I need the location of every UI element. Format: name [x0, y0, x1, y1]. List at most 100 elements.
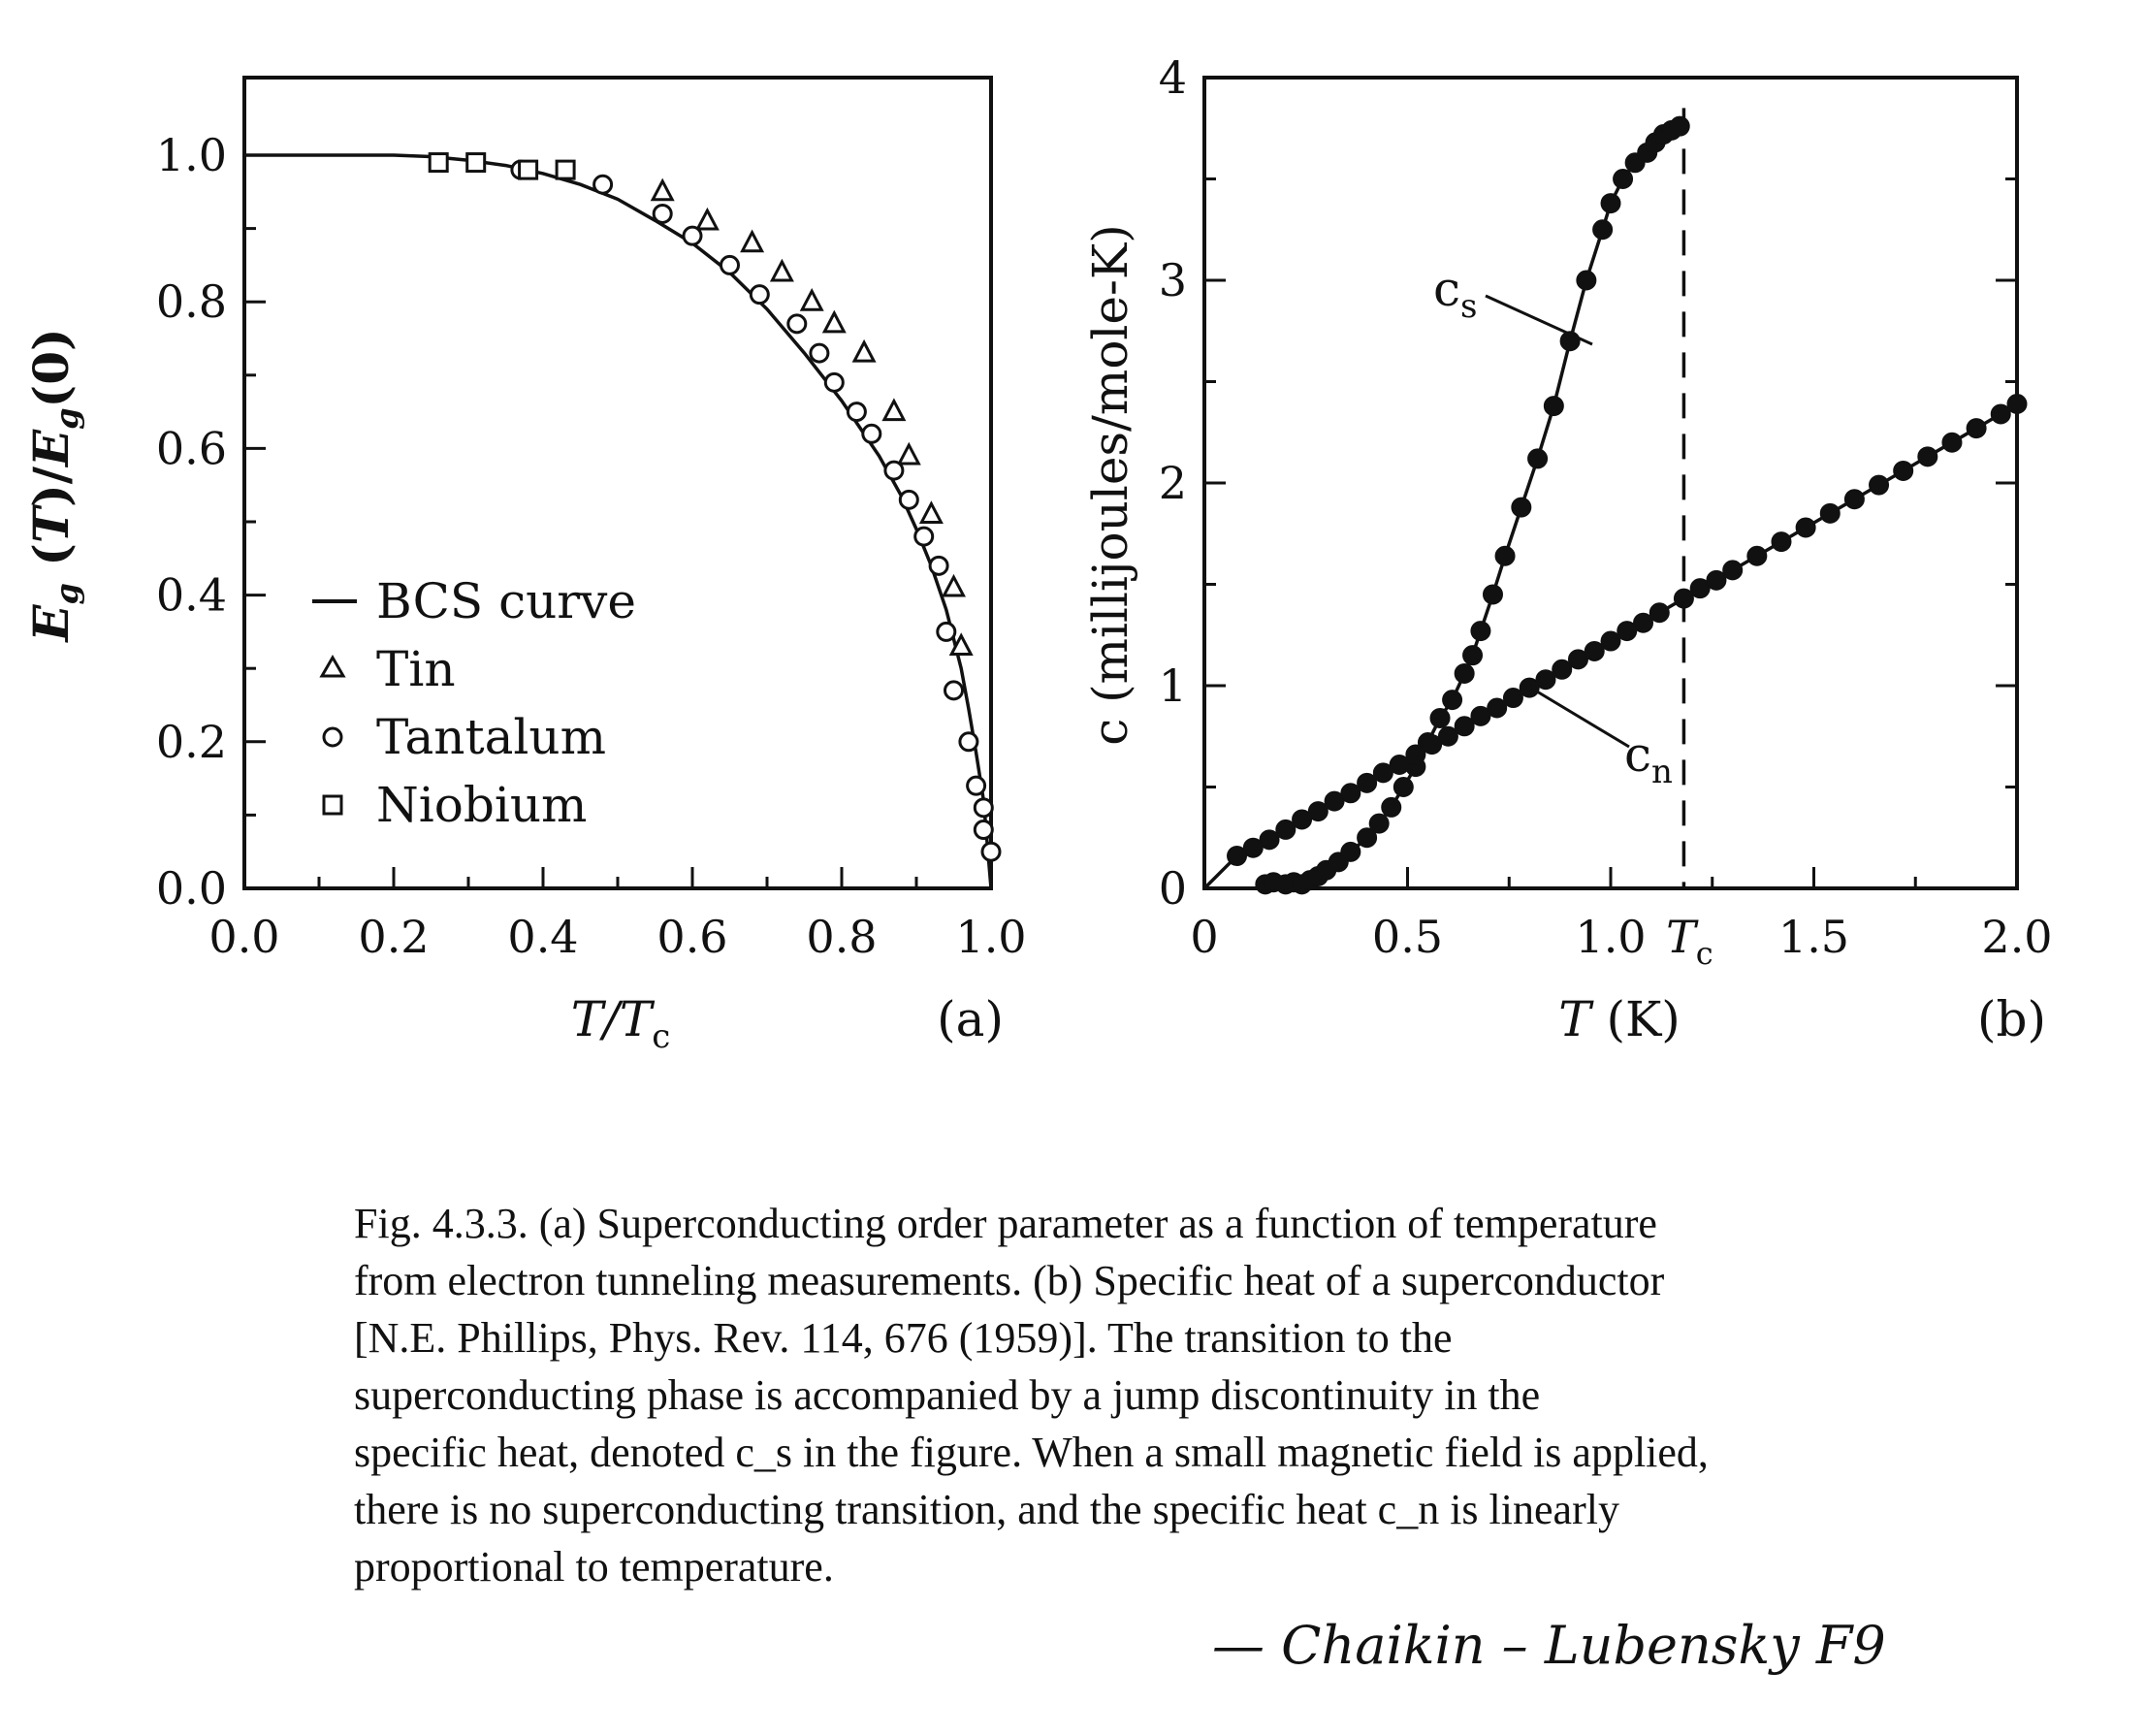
figure-caption: Fig. 4.3.3. (a) Superconducting order pa… [354, 1195, 2109, 1595]
cn-point [1869, 474, 1890, 496]
x-tick-label: 0.5 [1372, 911, 1443, 963]
x-tick-label: 0 [1190, 911, 1218, 963]
y-tick-label: 0.2 [156, 716, 227, 768]
cs-point [1429, 707, 1451, 728]
cn-pointer-line [1531, 687, 1630, 749]
cn-point [1519, 677, 1540, 698]
panel-b: 0 0.5 1.0 1.5 2.0 0 1 2 3 4 cs cn Tc c (millijoul… [1082, 51, 2053, 1047]
cn-point [1941, 432, 1963, 453]
cn-point [1502, 688, 1523, 709]
tantalum-point [898, 489, 919, 510]
cn-point [1454, 716, 1475, 737]
panel-b-tag: (b) [1977, 991, 2046, 1047]
cn-point [1242, 837, 1264, 858]
cn-point [1771, 531, 1792, 553]
cs-annotation: cs [1433, 261, 1477, 326]
cs-point [1393, 777, 1414, 797]
cn-point [1567, 649, 1588, 670]
cs-point [1482, 584, 1503, 605]
cs-point [1442, 690, 1463, 711]
cn-annotation: cn [1624, 726, 1673, 791]
tin-point [769, 258, 794, 282]
x-tick-label: 1.0 [955, 911, 1026, 963]
cs-point [1357, 827, 1378, 849]
legend-bcs-label: BCS curve [376, 573, 636, 629]
legend-tin-marker [319, 655, 346, 678]
x-tick-label: 0.2 [358, 911, 429, 963]
tin-point [821, 309, 847, 334]
cn-point [1340, 783, 1361, 804]
y-tick-label: 0.8 [156, 275, 227, 328]
cn-point [1357, 772, 1378, 793]
cs-point [1592, 219, 1614, 241]
cn-point [1470, 705, 1491, 726]
cn-point [1706, 569, 1727, 591]
tantalum-point [823, 371, 845, 393]
x-tick-label: 0.8 [806, 911, 877, 963]
cn-point [1893, 460, 1914, 481]
cn-point [1689, 578, 1711, 599]
tc-tick-label: Tc [1666, 911, 1713, 972]
cn-point [1487, 697, 1508, 719]
tantalum-point [944, 680, 964, 701]
cn-point [1372, 762, 1393, 784]
cn-point [1600, 630, 1621, 652]
y-tick-label: 1 [1159, 659, 1187, 712]
cs-point [1600, 193, 1621, 214]
cn-point [1422, 734, 1443, 755]
cn-point [1966, 418, 1987, 439]
cs-pointer-line [1485, 294, 1593, 346]
tantalum-point [973, 797, 994, 819]
panel-a-tick-labels: 0.0 0.2 0.4 0.6 0.8 1.0 0.0 0.2 0.4 0.6 0.8 1.0 [156, 129, 1027, 963]
cn-point [1746, 545, 1768, 566]
caption-line: specific heat, denoted c_s in the figure… [354, 1429, 1709, 1476]
tin-point [948, 632, 974, 657]
panel-a-ylabel: Eg (T)/Eg(0) [22, 328, 85, 643]
x-tick-label: 0.4 [507, 911, 578, 963]
cn-point [1292, 809, 1313, 830]
tantalum-point [973, 820, 994, 841]
y-tick-label: 0 [1159, 862, 1187, 915]
tin-point [799, 287, 824, 311]
tantalum-point [966, 775, 987, 796]
cn-point [1795, 517, 1816, 538]
y-tick-label: 2 [1159, 457, 1187, 509]
cn-point [1307, 801, 1329, 822]
cs-point [1368, 813, 1390, 834]
tantalum-point [861, 423, 882, 444]
niobium-point [555, 159, 576, 180]
tantalum-point [652, 203, 673, 224]
cn-point [1584, 640, 1605, 661]
cn-point [1617, 621, 1638, 642]
tantalum-point [883, 460, 905, 481]
cs-point [1527, 448, 1549, 469]
caption-line: Fig. 4.3.3. (a) Superconducting order pa… [354, 1200, 1657, 1247]
x-tick-label: 0.6 [656, 911, 727, 963]
tantalum-point [786, 313, 808, 335]
cs-point [1494, 545, 1516, 566]
bcs-curve-line [244, 153, 993, 889]
cn-point [1990, 403, 2011, 425]
legend-tantalum-marker [322, 726, 343, 748]
panel-a-legend: BCS curve Tin Tantalum Niobium [312, 573, 636, 833]
tin-point [851, 338, 877, 363]
cs-point [1462, 645, 1484, 666]
cs-point [1669, 115, 1690, 137]
cs-point [1381, 796, 1402, 818]
cn-point [1722, 560, 1744, 581]
tantalum-point [846, 402, 867, 423]
panel-b-markers [1227, 115, 2028, 895]
cn-point [1917, 446, 1938, 467]
cs-point [1511, 497, 1532, 518]
tin-point [694, 207, 720, 231]
cn-point [1437, 725, 1458, 747]
panel-b-tick-labels: 0 0.5 1.0 1.5 2.0 0 1 2 3 4 [1159, 51, 2053, 963]
niobium-point [428, 152, 449, 174]
tantalum-point [809, 342, 830, 364]
cn-point [1819, 502, 1841, 524]
caption-line: there is no superconducting transition, … [354, 1486, 1619, 1533]
cs-point [1340, 841, 1361, 862]
panel-b-xlabel: T (K) [1558, 991, 1681, 1047]
tantalum-point [936, 621, 957, 642]
